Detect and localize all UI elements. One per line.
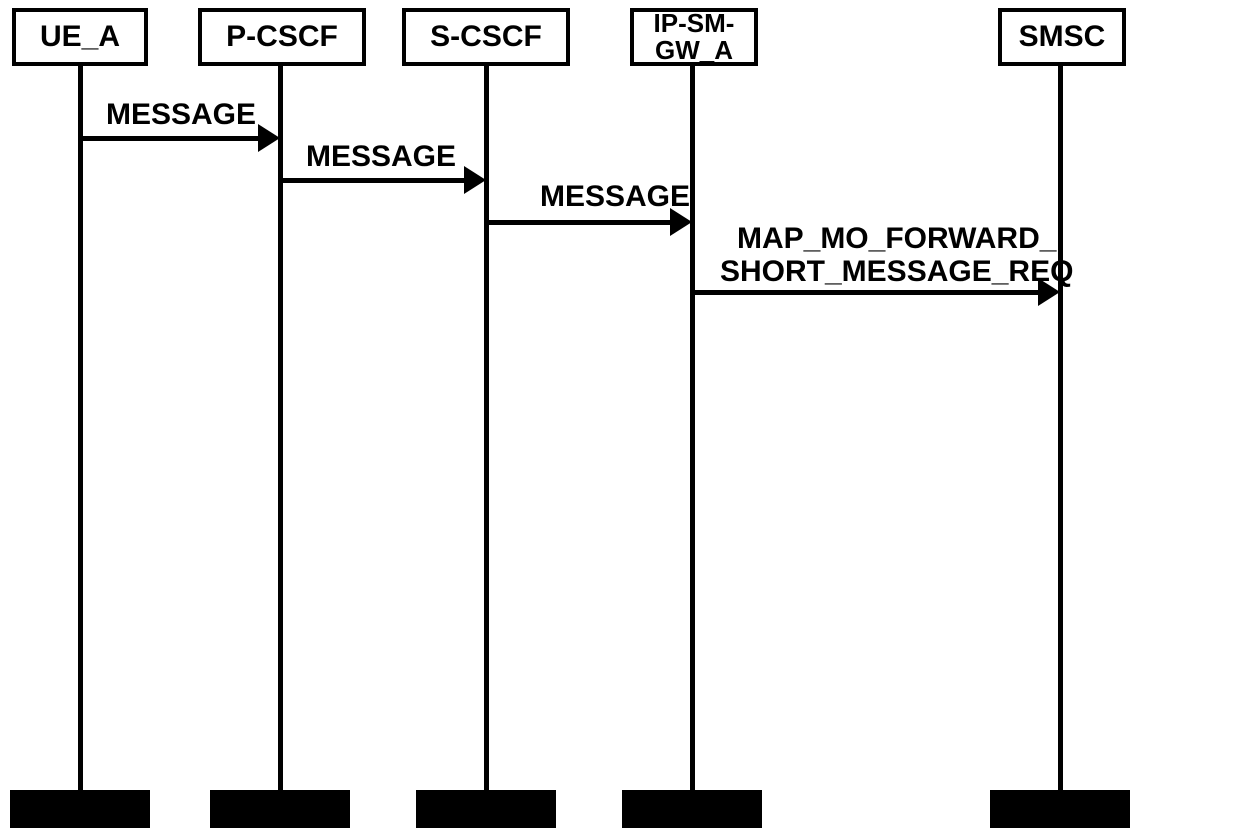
- message-arrow-m1: [80, 136, 260, 141]
- lifeline-end-ue_a: [10, 790, 150, 828]
- participant-smsc: SMSC: [998, 8, 1126, 66]
- lifeline-ipsmgw: [690, 66, 695, 790]
- participant-ipsmgw: IP-SM- GW_A: [630, 8, 758, 66]
- message-label-m1: MESSAGE: [106, 98, 256, 131]
- message-label-m4: MAP_MO_FORWARD_ SHORT_MESSAGE_REQ: [720, 222, 1073, 288]
- participant-ue_a: UE_A: [12, 8, 148, 66]
- lifeline-end-ipsmgw: [622, 790, 762, 828]
- participant-scscf: S-CSCF: [402, 8, 570, 66]
- sequence-diagram: UE_A P-CSCF S-CSCF IP-SM- GW_A SMSC MESSAGE ME…: [0, 0, 1240, 834]
- lifeline-ue_a: [78, 66, 83, 790]
- arrowhead-icon: [258, 124, 280, 152]
- message-label-m2: MESSAGE: [306, 140, 456, 173]
- participant-label: P-CSCF: [226, 21, 338, 53]
- lifeline-smsc: [1058, 66, 1063, 790]
- participant-label: S-CSCF: [430, 21, 542, 53]
- message-arrow-m3: [486, 220, 672, 225]
- message-arrow-m4: [692, 290, 1040, 295]
- arrowhead-icon: [670, 208, 692, 236]
- lifeline-pcscf: [278, 66, 283, 790]
- arrowhead-icon: [464, 166, 486, 194]
- arrowhead-icon: [1038, 278, 1060, 306]
- participant-label: UE_A: [40, 21, 120, 53]
- lifeline-end-smsc: [990, 790, 1130, 828]
- participant-pcscf: P-CSCF: [198, 8, 366, 66]
- message-arrow-m2: [280, 178, 466, 183]
- lifeline-end-pcscf: [210, 790, 350, 828]
- participant-label: SMSC: [1019, 21, 1106, 53]
- participant-label: IP-SM- GW_A: [654, 10, 735, 65]
- message-label-m3: MESSAGE: [540, 180, 690, 213]
- lifeline-end-scscf: [416, 790, 556, 828]
